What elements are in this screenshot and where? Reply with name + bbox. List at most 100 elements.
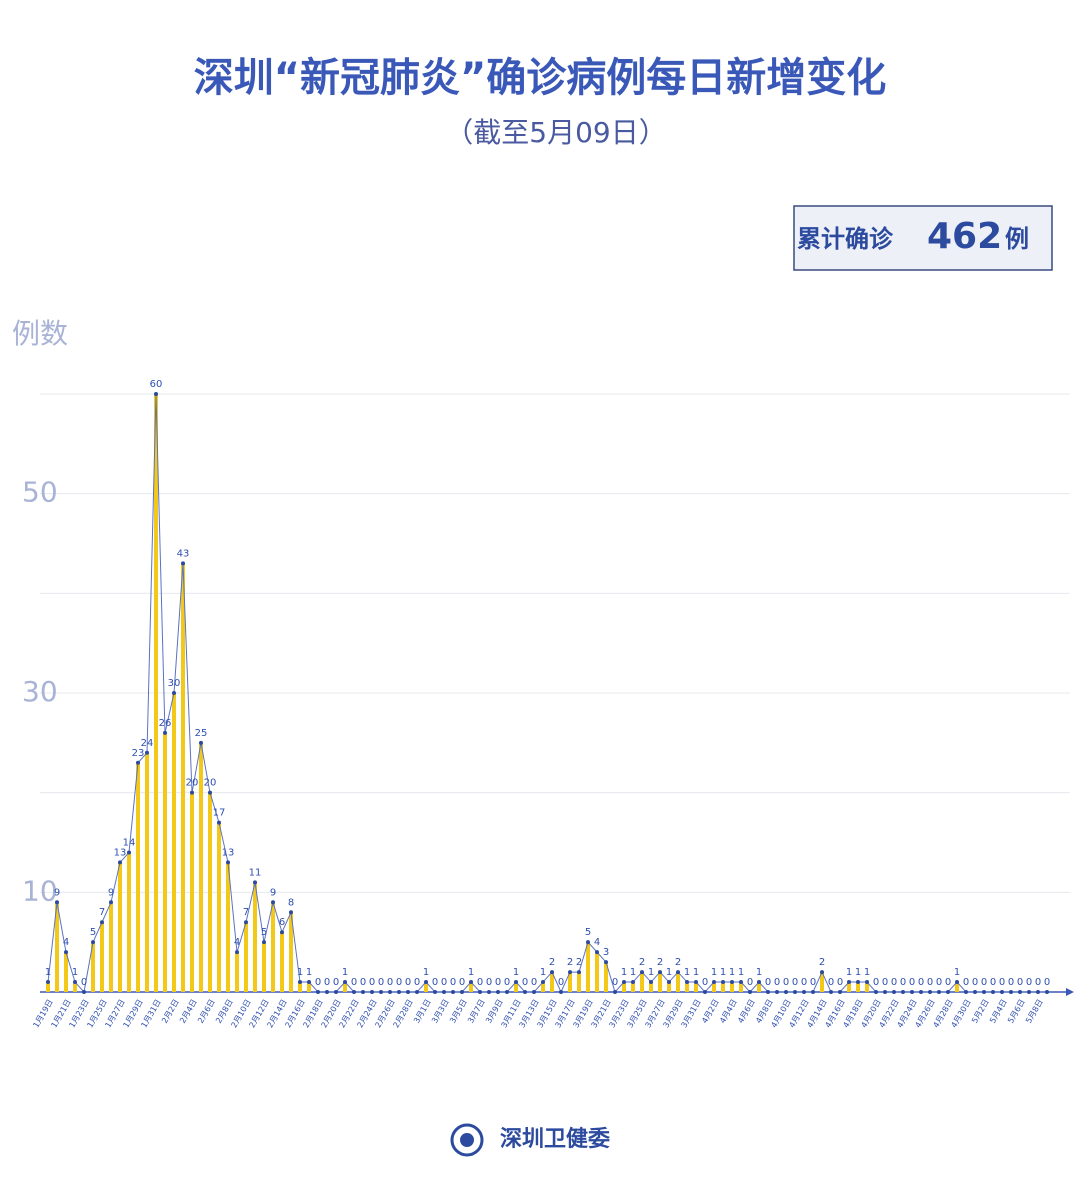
data-point — [334, 990, 338, 994]
data-point — [721, 980, 725, 985]
data-point — [757, 980, 761, 985]
data-label: 23 — [132, 748, 145, 759]
data-point — [64, 950, 68, 955]
data-point — [100, 920, 104, 925]
data-label: 0 — [909, 977, 915, 988]
data-point — [298, 980, 302, 985]
data-point — [568, 970, 572, 975]
total-prefix: 累计确诊 — [797, 225, 894, 253]
data-label: 0 — [873, 977, 879, 988]
data-label: 1 — [297, 967, 303, 978]
data-label: 1 — [756, 967, 762, 978]
data-point — [253, 880, 257, 885]
data-point — [928, 990, 932, 994]
bar — [640, 972, 644, 992]
data-point — [532, 990, 536, 994]
bar — [577, 972, 581, 992]
data-point — [433, 990, 437, 994]
data-point — [730, 980, 734, 985]
data-point — [991, 990, 995, 994]
data-point — [973, 990, 977, 994]
bar — [235, 952, 239, 992]
data-label: 0 — [558, 977, 564, 988]
data-label: 1 — [693, 967, 699, 978]
data-point — [424, 980, 428, 985]
data-point — [469, 980, 473, 985]
data-point — [631, 980, 635, 985]
bar — [622, 982, 626, 992]
data-point — [379, 990, 383, 994]
data-label: 0 — [486, 977, 492, 988]
bar — [190, 792, 194, 992]
bar — [244, 922, 248, 992]
data-point — [640, 970, 644, 975]
data-point — [451, 990, 455, 994]
data-point — [406, 990, 410, 994]
bar — [181, 563, 185, 992]
data-label: 0 — [495, 977, 501, 988]
data-point — [154, 392, 158, 396]
data-label: 1 — [468, 967, 474, 978]
data-label: 1 — [648, 967, 654, 978]
data-point — [541, 980, 545, 985]
data-label: 0 — [1008, 977, 1014, 988]
data-point — [523, 990, 527, 994]
bar — [307, 982, 311, 992]
data-label: 0 — [747, 977, 753, 988]
data-label: 11 — [249, 867, 262, 878]
bar — [280, 932, 284, 992]
data-point — [181, 561, 185, 566]
data-label: 0 — [774, 977, 780, 988]
data-label: 1 — [630, 967, 636, 978]
data-point — [289, 910, 293, 915]
logo-core — [460, 1133, 474, 1147]
data-point — [550, 970, 554, 975]
y-axis-title: 例数 — [12, 317, 68, 350]
data-point — [1018, 990, 1022, 994]
chart-title: 深圳“新冠肺炎”确诊病例每日新增变化 — [194, 55, 887, 101]
bar — [847, 982, 851, 992]
data-label: 2 — [576, 957, 582, 968]
data-point — [1027, 990, 1031, 994]
data-label: 20 — [186, 778, 199, 789]
data-label: 0 — [1035, 977, 1041, 988]
bar — [271, 902, 275, 992]
data-point — [208, 790, 212, 795]
data-point — [685, 980, 689, 985]
bar — [667, 982, 671, 992]
data-point — [595, 950, 599, 955]
bar — [712, 982, 716, 992]
bar — [955, 982, 959, 992]
data-point — [343, 980, 347, 985]
data-point — [856, 980, 860, 985]
data-label: 1 — [72, 967, 78, 978]
data-label: 0 — [882, 977, 888, 988]
bar — [55, 902, 59, 992]
data-point — [127, 850, 131, 855]
data-point — [226, 860, 230, 865]
bar — [343, 982, 347, 992]
data-point — [901, 990, 905, 994]
bar — [91, 942, 95, 992]
data-point — [982, 990, 986, 994]
bar — [865, 982, 869, 992]
data-label: 0 — [972, 977, 978, 988]
data-label: 5 — [585, 927, 591, 938]
bar — [541, 982, 545, 992]
data-label: 0 — [612, 977, 618, 988]
data-label: 9 — [270, 887, 276, 898]
data-label: 0 — [765, 977, 771, 988]
data-point — [892, 990, 896, 994]
data-label: 1 — [342, 967, 348, 978]
data-label: 4 — [234, 937, 240, 948]
data-label: 0 — [945, 977, 951, 988]
bar — [262, 942, 266, 992]
data-label: 1 — [306, 967, 312, 978]
data-point — [235, 950, 239, 955]
data-point — [559, 990, 563, 994]
data-label: 0 — [432, 977, 438, 988]
data-label: 2 — [675, 957, 681, 968]
bar — [685, 982, 689, 992]
data-point — [649, 980, 653, 985]
data-label: 1 — [666, 967, 672, 978]
